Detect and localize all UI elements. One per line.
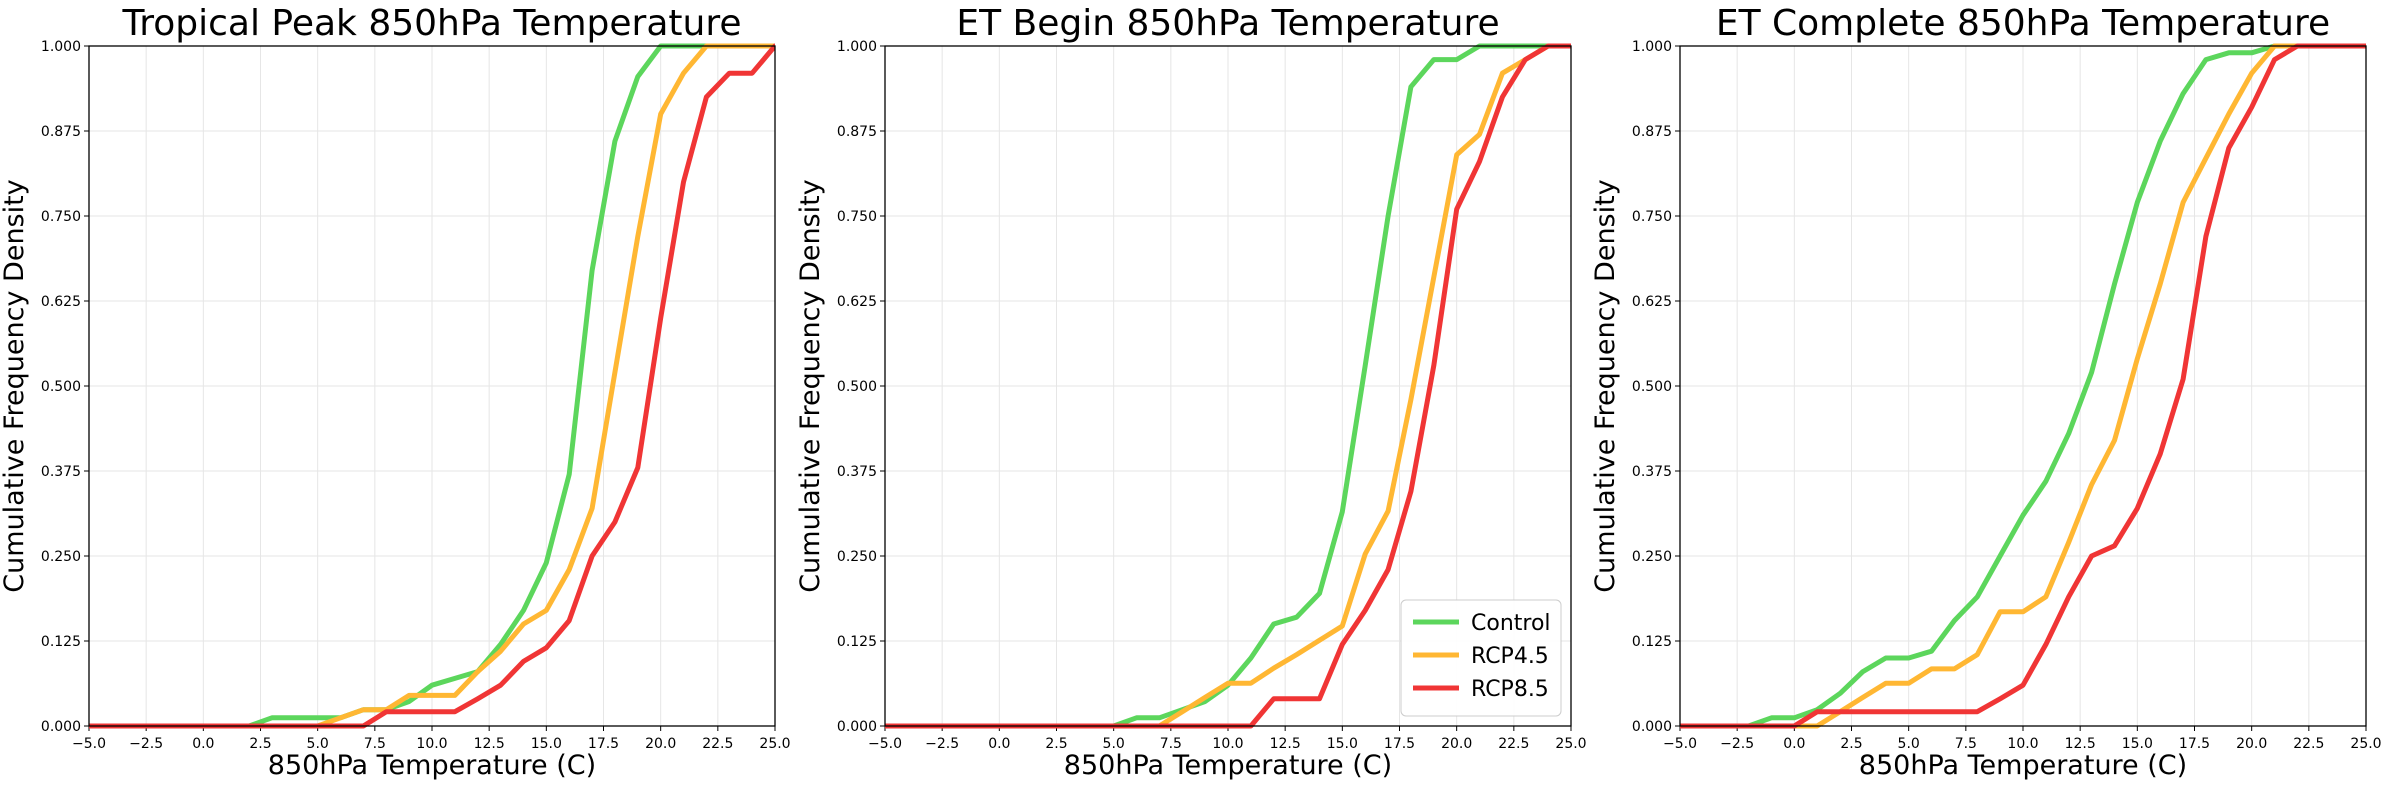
x-tick-label: 12.5 <box>474 736 505 752</box>
y-tick-label: 0.875 <box>837 124 877 140</box>
y-tick-label: 0.625 <box>41 294 81 310</box>
x-tick-label: 25.0 <box>1555 736 1586 752</box>
series-line-rcp8-5 <box>89 43 775 729</box>
x-tick-label: 17.5 <box>588 736 619 752</box>
x-tick-label: 25.0 <box>2350 736 2381 752</box>
x-tick-label: 22.5 <box>2293 736 2324 752</box>
x-tick-label: 15.0 <box>531 736 562 752</box>
x-tick-label: −5.0 <box>868 736 902 752</box>
plot-frame <box>88 45 776 727</box>
x-tick-label: 22.5 <box>702 736 733 752</box>
y-tick-label: 0.250 <box>41 549 81 565</box>
legend-label: RCP4.5 <box>1471 644 1549 669</box>
x-tick-label: 12.5 <box>2065 736 2096 752</box>
y-tick-label: 0.625 <box>837 294 877 310</box>
x-tick-label: −2.5 <box>925 736 959 752</box>
x-tick-label: −5.0 <box>1663 736 1697 752</box>
y-tick-label: 0.000 <box>1632 719 1672 735</box>
x-tick-label: 2.5 <box>1840 736 1862 752</box>
plot-frame <box>884 45 1572 727</box>
y-tick-label: 0.750 <box>1632 209 1672 225</box>
y-tick-label: 0.875 <box>1632 124 1672 140</box>
x-tick-label: 7.5 <box>1955 736 1977 752</box>
y-axis-label: Cumulative Frequency Density <box>1590 179 1621 592</box>
y-tick-label: 0.250 <box>1632 549 1672 565</box>
y-axis-label: Cumulative Frequency Density <box>795 179 826 592</box>
x-tick-label: 7.5 <box>364 736 386 752</box>
y-tick-label: 0.750 <box>41 209 81 225</box>
x-tick-label: 20.0 <box>2236 736 2267 752</box>
chart-title: ET Complete 850hPa Temperature <box>1716 3 2330 44</box>
x-axis-label: 850hPa Temperature (C) <box>1859 750 2187 781</box>
x-tick-label: 20.0 <box>645 736 676 752</box>
series-line-rcp4-5 <box>89 43 775 729</box>
x-tick-label: 22.5 <box>1498 736 1529 752</box>
x-tick-label: 5.0 <box>1898 736 1920 752</box>
y-tick-label: 0.875 <box>41 124 81 140</box>
x-tick-label: 15.0 <box>1327 736 1358 752</box>
x-tick-label: −5.0 <box>72 736 106 752</box>
x-tick-label: 10.0 <box>416 736 447 752</box>
y-tick-label: 0.625 <box>1632 294 1672 310</box>
chart-title: ET Begin 850hPa Temperature <box>956 3 1499 44</box>
x-tick-label: 0.0 <box>192 736 214 752</box>
series-line-control <box>885 43 1571 729</box>
chart-panel-3: −5.0 −2.5 0.0 2.5 5.0 7.5 10.0 12.5 15.0 17.5 20.0… <box>1590 3 2382 781</box>
x-tick-label: 7.5 <box>1160 736 1182 752</box>
y-tick-label: 1.000 <box>1632 39 1672 55</box>
y-tick-label: 0.125 <box>41 634 81 650</box>
x-tick-label: 5.0 <box>1103 736 1125 752</box>
y-tick-label: 0.375 <box>41 464 81 480</box>
x-tick-label: −2.5 <box>1720 736 1754 752</box>
x-tick-label: 17.5 <box>1384 736 1415 752</box>
x-tick-label: 15.0 <box>2122 736 2153 752</box>
legend: Control RCP4.5 RCP8.5 <box>1400 599 1562 717</box>
x-tick-label: 2.5 <box>249 736 271 752</box>
series-line-rcp4-5 <box>1680 43 2366 729</box>
chart-panel-2: −5.0 −2.5 0.0 2.5 5.0 7.5 10.0 12.5 15.0 17.5 20.0… <box>795 3 1587 781</box>
y-tick-label: 0.500 <box>1632 379 1672 395</box>
x-tick-label: 17.5 <box>2179 736 2210 752</box>
x-axis-label: 850hPa Temperature (C) <box>1064 750 1392 781</box>
series-line-rcp8-5 <box>885 43 1571 729</box>
y-tick-label: 0.250 <box>837 549 877 565</box>
y-tick-label: 0.750 <box>837 209 877 225</box>
y-tick-label: 0.125 <box>837 634 877 650</box>
x-tick-label: −2.5 <box>129 736 163 752</box>
x-axis-label: 850hPa Temperature (C) <box>268 750 596 781</box>
y-tick-label: 1.000 <box>837 39 877 55</box>
y-tick-label: 1.000 <box>41 39 81 55</box>
chart-title: Tropical Peak 850hPa Temperature <box>122 3 742 44</box>
series-line-rcp8-5 <box>1680 43 2366 729</box>
y-tick-label: 0.000 <box>41 719 81 735</box>
y-tick-label: 0.500 <box>837 379 877 395</box>
y-tick-label: 0.000 <box>837 719 877 735</box>
legend-label: Control <box>1471 611 1551 636</box>
y-tick-label: 0.375 <box>837 464 877 480</box>
x-tick-label: 5.0 <box>307 736 329 752</box>
plot-frame <box>1679 45 2367 727</box>
x-tick-label: 0.0 <box>988 736 1010 752</box>
y-tick-label: 0.375 <box>1632 464 1672 480</box>
y-tick-label: 0.500 <box>41 379 81 395</box>
series-line-control <box>89 43 775 729</box>
y-tick-label: 0.125 <box>1632 634 1672 650</box>
legend-label: RCP8.5 <box>1471 677 1549 702</box>
x-tick-label: 20.0 <box>1441 736 1472 752</box>
x-tick-label: 25.0 <box>759 736 790 752</box>
x-tick-label: 0.0 <box>1783 736 1805 752</box>
y-axis-label: Cumulative Frequency Density <box>0 179 30 592</box>
x-tick-label: 12.5 <box>1270 736 1301 752</box>
chart-panel-1: −5.0 −2.5 0.0 2.5 5.0 7.5 10.0 12.5 15.0 17.5 20.0… <box>0 3 791 781</box>
series-line-rcp4-5 <box>885 43 1571 729</box>
x-tick-label: 10.0 <box>1212 736 1243 752</box>
x-tick-label: 10.0 <box>2007 736 2038 752</box>
x-tick-label: 2.5 <box>1045 736 1067 752</box>
series-line-control <box>1680 43 2366 729</box>
